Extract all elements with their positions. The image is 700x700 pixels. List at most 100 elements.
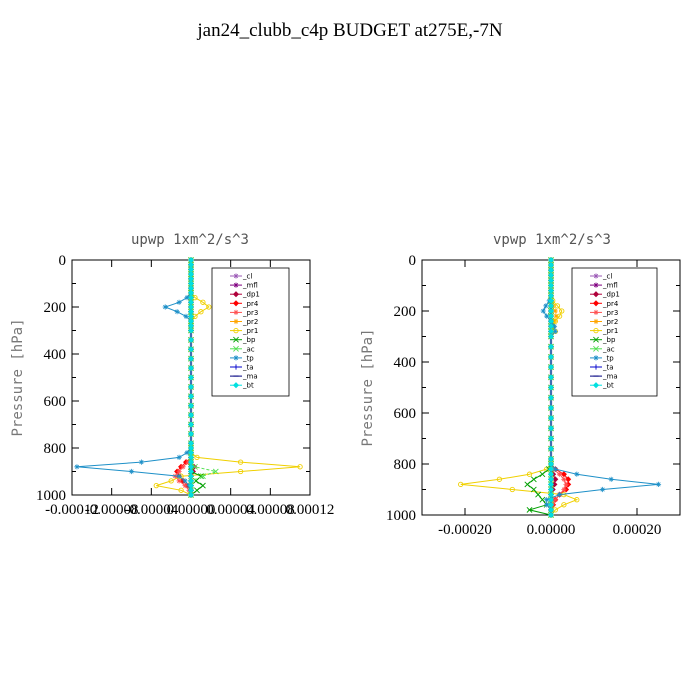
legend-entry: _ta (242, 364, 254, 372)
data-point (547, 353, 555, 360)
data-point (212, 468, 219, 475)
data-point (552, 328, 558, 334)
data-point (187, 355, 195, 362)
data-point (574, 471, 580, 477)
data-point (552, 466, 558, 472)
legend-entry: _tp (602, 354, 614, 362)
legend-entry: _pr3 (242, 309, 258, 317)
data-point (194, 454, 200, 461)
data-point (496, 476, 503, 482)
data-point (74, 464, 80, 470)
legend-entry: _bp (602, 336, 616, 344)
x-tick-label: 0.00020 (613, 522, 662, 538)
data-point (176, 468, 182, 475)
chart-title: upwp 1xm^2/s^3 (131, 232, 249, 248)
series-line (76, 260, 192, 495)
legend-marker (593, 318, 599, 325)
legend: _cl_mfl_dp1_pr4_pr3_pr2_pr1_bp_ac_tp_ta_… (571, 267, 658, 397)
data-point (556, 313, 563, 319)
x-tick-label: 0.00000 (527, 522, 576, 538)
legend-marker (593, 282, 599, 288)
data-point (180, 464, 186, 470)
data-point (551, 323, 558, 329)
y-tick-label: 1000 (36, 488, 66, 504)
legend-marker (233, 327, 239, 334)
data-point (547, 374, 555, 381)
data-point (187, 491, 195, 499)
data-point (524, 481, 531, 488)
legend-marker (593, 345, 599, 352)
legend-entry: _cl (602, 273, 612, 281)
chart-panel-2: vpwp 1xm^2/s^3 Pressure [hPa] 0 200 400 600 80… (360, 232, 681, 538)
data-point (174, 309, 180, 315)
legend-entry: _pr4 (602, 300, 619, 308)
legend-entry: _dp1 (242, 291, 260, 299)
data-point (184, 450, 190, 456)
data-point (199, 473, 206, 480)
series-tp (74, 257, 194, 498)
legend-marker (592, 291, 600, 298)
data-point (554, 303, 561, 309)
legend-marker (593, 355, 599, 361)
data-point (539, 496, 546, 503)
data-point (557, 492, 563, 498)
data-point (539, 471, 546, 478)
legend-marker (593, 336, 599, 343)
data-point (237, 468, 244, 475)
series-bt (547, 256, 555, 519)
data-point (187, 327, 195, 334)
y-axis-label: Pressure [hPa] (10, 318, 26, 436)
data-point (535, 491, 542, 498)
data-point (187, 383, 195, 390)
y-tick-label: 200 (394, 304, 417, 320)
data-point (547, 415, 555, 422)
data-point (187, 393, 195, 400)
data-point (192, 463, 198, 470)
legend-marker (233, 282, 239, 288)
data-point (187, 421, 195, 428)
data-point (237, 459, 244, 465)
data-point (187, 430, 195, 437)
y-tick-label: 800 (44, 441, 67, 457)
legend-entry: _pr2 (242, 318, 258, 326)
data-point (543, 303, 549, 309)
data-point (563, 481, 569, 487)
data-point (187, 336, 195, 343)
data-point (182, 478, 188, 484)
data-point (168, 478, 174, 484)
legend-entry: _pr1 (242, 327, 258, 335)
data-point (547, 425, 555, 432)
data-point (547, 394, 555, 401)
legend-entry: _mfl (602, 282, 618, 290)
legend-marker (233, 309, 239, 315)
data-point (187, 346, 195, 353)
legend-marker (233, 364, 239, 370)
x-tick-label: -0.00020 (438, 522, 492, 538)
data-point (199, 482, 206, 489)
data-point (200, 299, 206, 305)
legend-entry: _ma (242, 373, 258, 381)
data-point (544, 497, 550, 503)
chart-panel-1: upwp 1xm^2/s^3 Pressure [hPa] 0 200 400 600 80… (10, 232, 334, 518)
data-point (552, 308, 558, 314)
data-point (198, 309, 204, 315)
legend-marker (232, 291, 240, 298)
data-point (547, 404, 555, 411)
legend-entry: _ma (602, 373, 618, 381)
data-point (557, 471, 563, 477)
legend-marker (233, 273, 239, 279)
legend-marker (233, 318, 239, 325)
legend: _cl_mfl_dp1_pr4_pr3_pr2_pr1_bp_ac_tp_ta_… (211, 267, 290, 397)
data-point (574, 497, 580, 503)
data-point (608, 476, 614, 482)
data-point (194, 487, 200, 494)
legend-marker (232, 382, 240, 389)
legend-entry: _mfl (242, 282, 258, 290)
series-bt (187, 256, 195, 499)
legend-entry: _cl (242, 273, 252, 281)
data-point (526, 471, 533, 477)
data-point (176, 299, 182, 305)
y-tick-label: 600 (44, 394, 67, 410)
series-line (526, 260, 552, 516)
y-tick-label: 600 (394, 406, 417, 422)
